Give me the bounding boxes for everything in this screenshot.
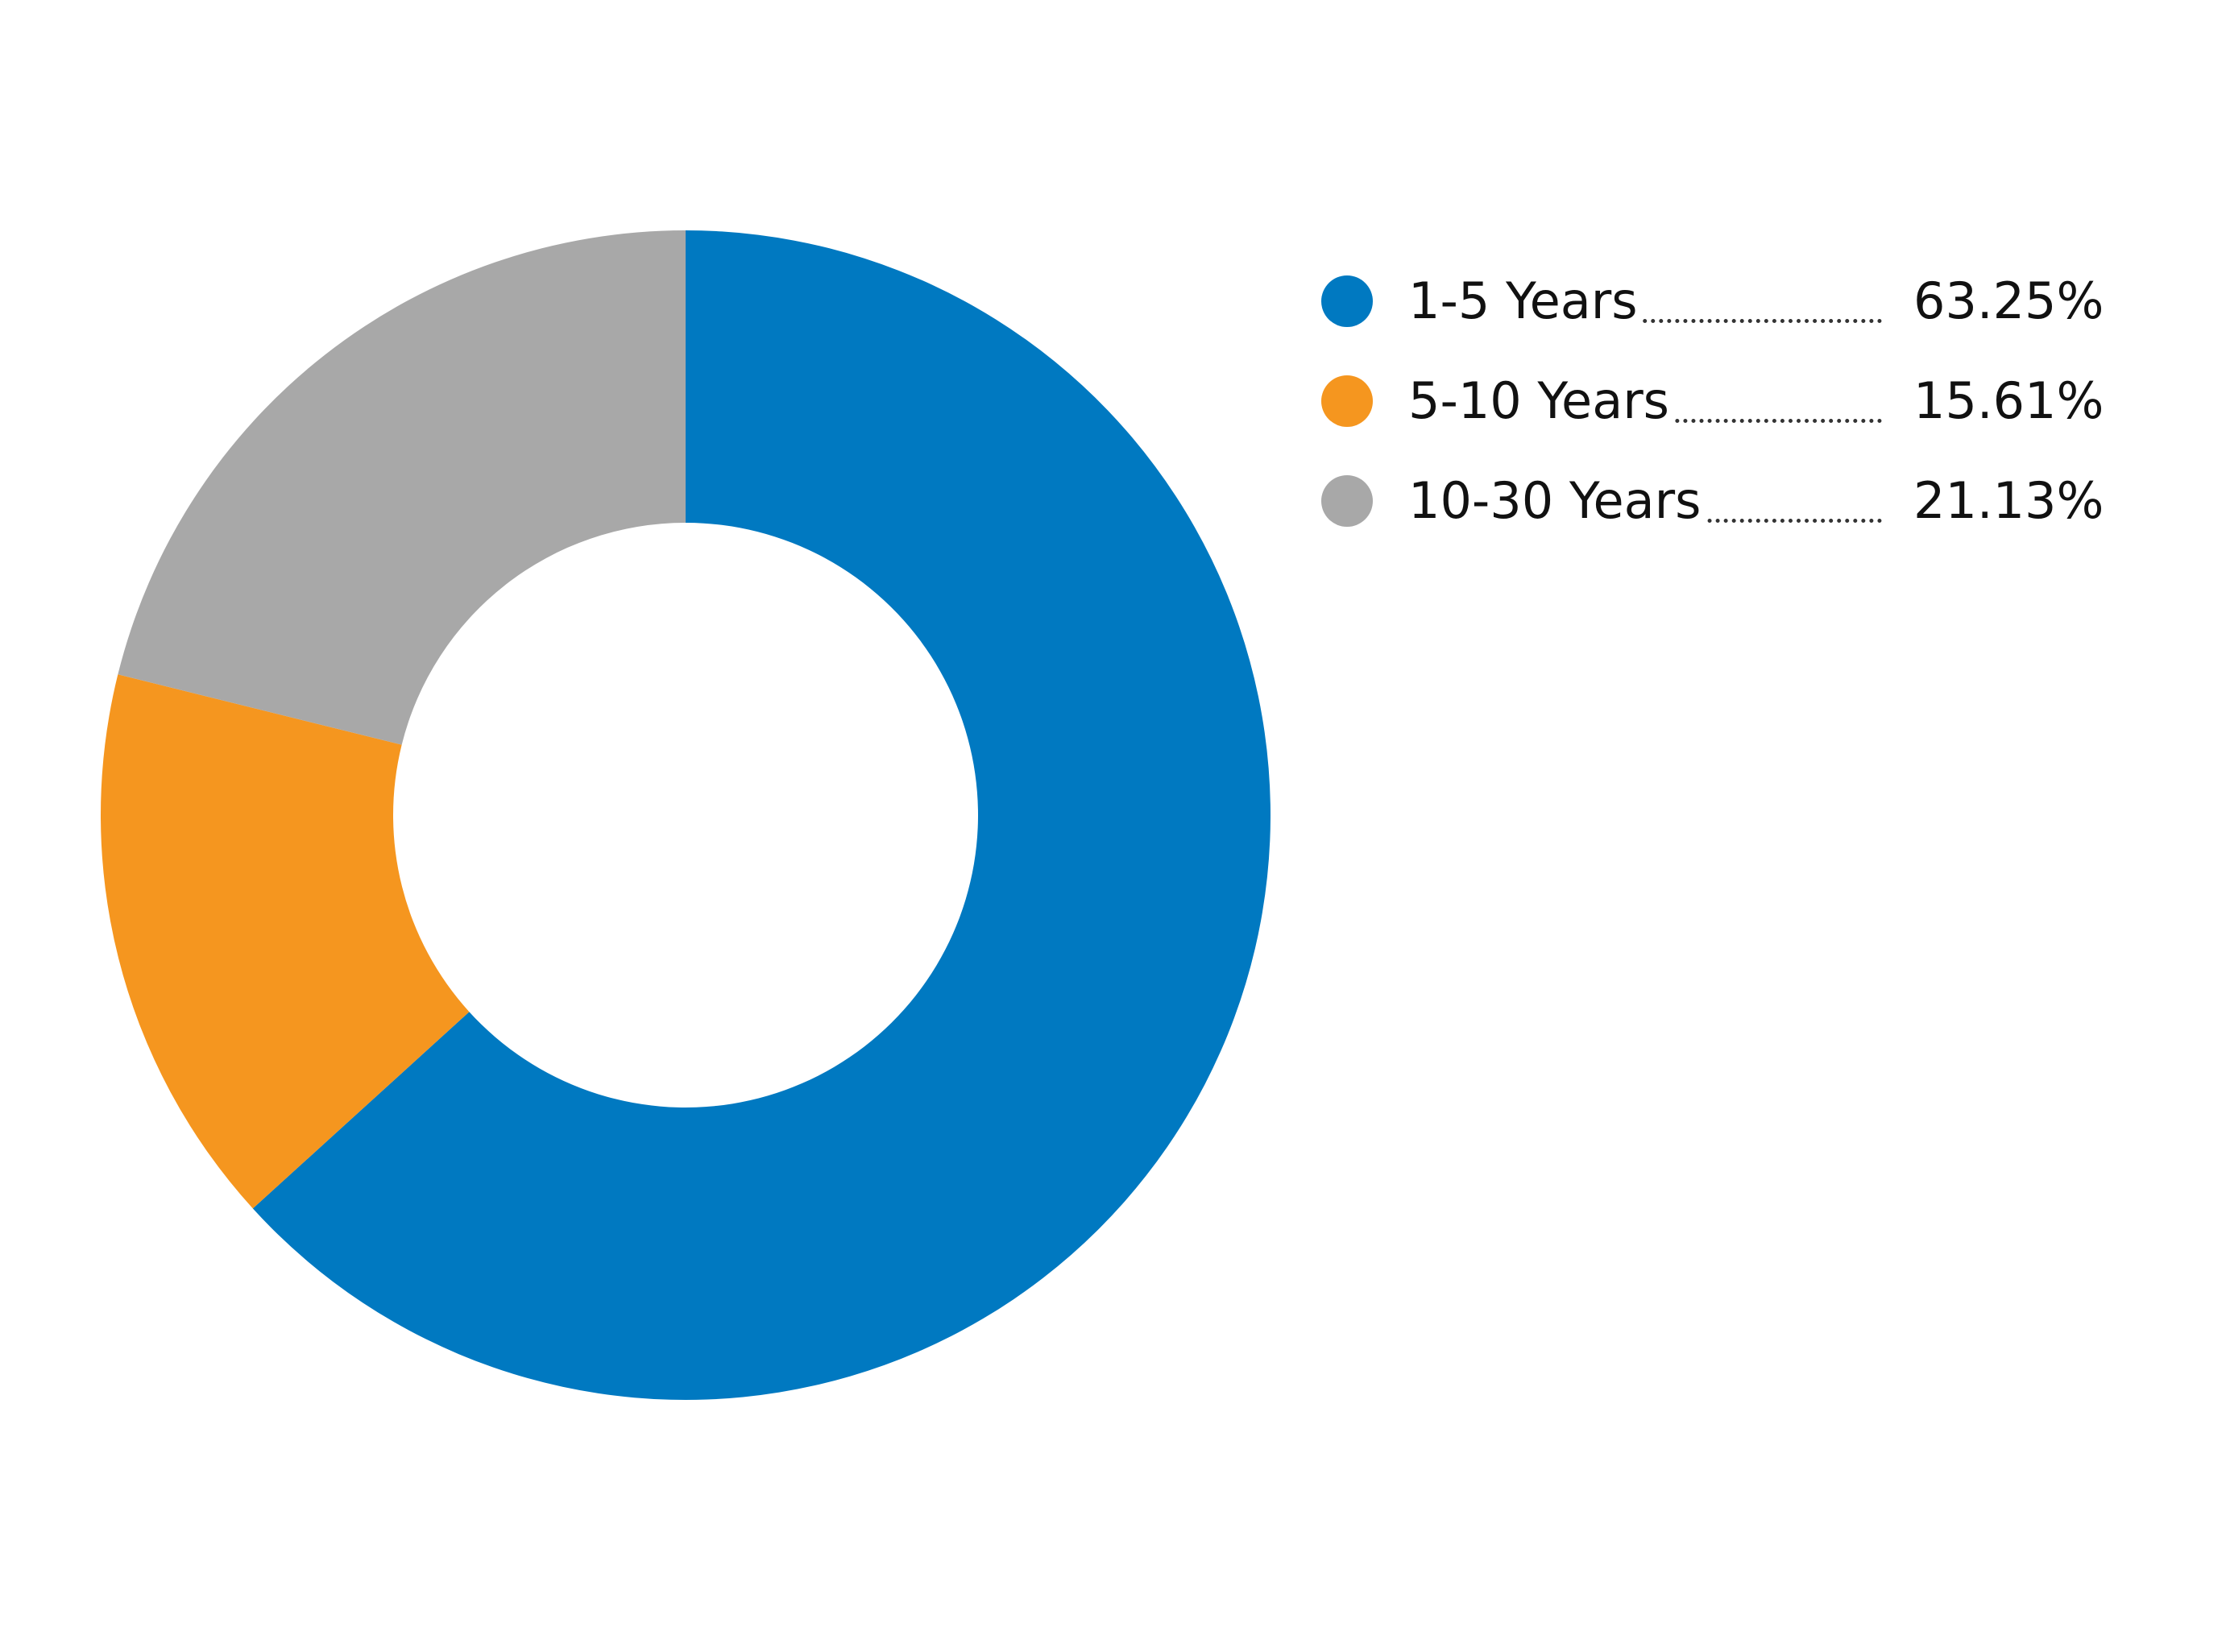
legend-value: 15.61% xyxy=(1913,371,2104,430)
legend-label: 10-30 Years xyxy=(1408,466,1706,536)
legend-label: 1-5 Years xyxy=(1408,266,1643,337)
legend-swatch-5-10-years xyxy=(1321,375,1373,427)
legend-label: 5-10 Years xyxy=(1408,366,1674,437)
legend-value: 63.25% xyxy=(1913,271,2104,330)
donut-slice-1-5-years xyxy=(252,230,1271,1400)
legend-item-5-10-years: 5-10 Years 15.61% xyxy=(1321,366,2127,466)
donut-slices xyxy=(101,230,1271,1400)
legend-swatch-1-5-years xyxy=(1321,275,1373,327)
legend-item-10-30-years: 10-30 Years 21.13% xyxy=(1321,466,2127,565)
legend-item-1-5-years: 1-5 Years 63.25% xyxy=(1321,266,2127,366)
donut-slice-10-30-years xyxy=(118,230,686,745)
chart-legend: 1-5 Years 63.25% 5-10 Years 15.61% 10-30… xyxy=(1321,266,2127,565)
donut-slice-5-10-years xyxy=(101,674,470,1209)
legend-value: 21.13% xyxy=(1913,471,2104,530)
legend-swatch-10-30-years xyxy=(1321,475,1373,527)
legend-leader-dots xyxy=(1408,319,1882,323)
